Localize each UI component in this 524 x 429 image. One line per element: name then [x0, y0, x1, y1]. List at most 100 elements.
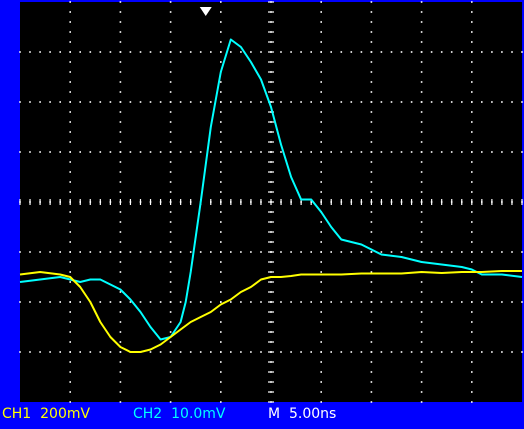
grid-dot — [169, 71, 172, 73]
grid-dot — [370, 11, 373, 13]
grid-dot — [430, 51, 433, 53]
grid-dot — [320, 361, 322, 363]
grid-dot — [471, 171, 473, 173]
grid-dot — [260, 251, 262, 253]
grid-dot — [129, 301, 132, 303]
grid-dot — [320, 101, 322, 103]
grid-dot — [471, 321, 473, 323]
grid-dot — [320, 351, 322, 353]
grid-dot — [169, 371, 172, 373]
grid-dot — [169, 141, 172, 143]
grid-dot — [169, 121, 172, 123]
grid-dot — [420, 61, 423, 63]
grid-dot — [69, 361, 71, 363]
grid-dot — [471, 391, 473, 393]
grid-dot — [380, 251, 383, 253]
grid-dot — [99, 301, 102, 303]
grid-dot — [380, 351, 383, 353]
grid-dot — [471, 151, 473, 153]
grid-dot — [420, 281, 423, 283]
grid-dot — [39, 151, 41, 153]
grid-dot — [280, 301, 282, 303]
grid-dot — [511, 301, 513, 303]
grid-dot — [400, 151, 403, 153]
grid-dot — [119, 101, 122, 103]
grid-dot — [169, 111, 172, 113]
grid-dot — [109, 151, 112, 153]
grid-dot — [169, 341, 172, 343]
grid-dot — [199, 151, 202, 153]
grid-dot — [330, 101, 332, 103]
grid-dot — [169, 181, 172, 183]
grid-dot — [370, 351, 373, 353]
grid-dot — [471, 111, 473, 113]
grid-dot — [330, 351, 332, 353]
grid-dot — [320, 191, 322, 193]
grid-dot — [290, 101, 292, 103]
grid-dot — [89, 251, 92, 253]
grid-dot — [39, 301, 41, 303]
grid-dot — [370, 111, 373, 113]
grid-dot — [199, 101, 202, 103]
grid-dot — [260, 101, 262, 103]
grid-dot — [69, 291, 71, 293]
grid-dot — [471, 141, 473, 143]
grid-dot — [220, 41, 222, 43]
grid-dot — [290, 301, 292, 303]
grid-dot — [179, 101, 182, 103]
grid-dot — [169, 101, 172, 103]
waveform-traces — [19, 38, 523, 353]
grid-dot — [491, 151, 493, 153]
ch1-label: CH1 — [2, 406, 32, 422]
grid-dot — [430, 251, 433, 253]
grid-dot — [210, 251, 212, 253]
grid-dot — [210, 101, 212, 103]
grid-dot — [320, 61, 322, 63]
grid-dot — [461, 101, 463, 103]
grid-dot — [139, 101, 142, 103]
grid-dot — [169, 311, 172, 313]
grid-dot — [410, 301, 413, 303]
grid-dot — [29, 101, 31, 103]
grid-dot — [149, 101, 152, 103]
grid-dot — [481, 351, 483, 353]
grid-dot — [360, 51, 363, 53]
grid-dot — [169, 241, 172, 243]
grid-dot — [119, 241, 122, 243]
grid-dot — [169, 361, 172, 363]
grid-dot — [461, 251, 463, 253]
grid-dot — [49, 51, 51, 53]
grid-dot — [340, 351, 343, 353]
grid-dot — [461, 301, 463, 303]
grid-dot — [521, 151, 523, 153]
grid-dot — [189, 51, 192, 53]
grid-dot — [79, 351, 81, 353]
grid-dot — [69, 381, 71, 383]
grid-dot — [169, 321, 172, 323]
grid-dot — [119, 311, 122, 313]
grid-dot — [300, 51, 302, 53]
grid-dot — [119, 71, 122, 73]
grid-dot — [440, 101, 443, 103]
grid-dot — [69, 141, 71, 143]
grid-dot — [79, 51, 81, 53]
grid-dot — [420, 51, 423, 53]
grid-dot — [220, 181, 222, 183]
grid-dot — [220, 51, 222, 53]
grid-dot — [220, 321, 222, 323]
grid-dot — [471, 181, 473, 183]
grid-dot — [450, 151, 453, 153]
grid-dot — [501, 351, 503, 353]
grid-dot — [310, 51, 312, 53]
grid-dot — [370, 371, 373, 373]
grid-dot — [119, 341, 122, 343]
ch2-label: CH2 — [133, 406, 163, 422]
grid-dot — [49, 101, 51, 103]
grid-dot — [370, 41, 373, 43]
grid-dot — [420, 231, 423, 233]
grid-dot — [420, 361, 423, 363]
grid-dot — [420, 401, 423, 403]
grid-dot — [420, 131, 423, 133]
grid-dot — [69, 401, 71, 403]
grid-dot — [320, 111, 322, 113]
